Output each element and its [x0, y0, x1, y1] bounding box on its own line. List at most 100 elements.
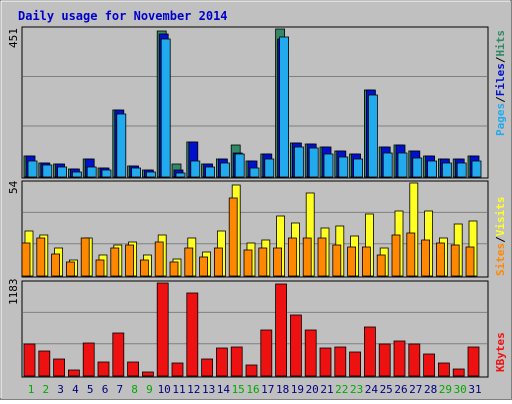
bar-kbytes-day-27 — [408, 343, 421, 377]
day-label-30: 30 — [454, 383, 467, 396]
day-label-26: 26 — [394, 383, 407, 396]
legend-pages: Pages — [494, 103, 507, 136]
bar-sites-day-9 — [139, 259, 149, 277]
day-label-1: 1 — [28, 383, 35, 396]
bar-sites-day-27 — [406, 232, 416, 277]
bar-pages-day-2 — [42, 164, 53, 178]
bar-pages-day-24 — [367, 94, 378, 178]
day-label-24: 24 — [365, 383, 379, 396]
day-label-17: 17 — [261, 383, 274, 396]
day-label-22: 22 — [335, 383, 348, 396]
day-label-4: 4 — [72, 383, 79, 396]
bar-pages-day-15 — [234, 153, 245, 178]
bar-pages-day-7 — [116, 113, 127, 178]
bar-sites-day-23 — [347, 246, 357, 277]
bar-sites-day-11 — [169, 261, 179, 277]
bar-kbytes-day-17 — [260, 329, 273, 377]
bar-sites-day-4 — [66, 261, 75, 277]
bar-sites-day-18 — [273, 247, 283, 277]
bar-pages-day-30 — [456, 162, 467, 178]
legend-sites: Sites — [494, 243, 507, 276]
legend-kbytes: KBytes — [494, 332, 507, 372]
bar-sites-day-6 — [95, 259, 105, 277]
bar-sites-day-31 — [465, 246, 475, 277]
day-label-27: 27 — [409, 383, 422, 396]
bar-pages-day-13 — [205, 166, 216, 178]
bar-pages-day-3 — [57, 166, 67, 178]
bar-sites-day-5 — [80, 237, 90, 277]
bar-kbytes-day-19 — [289, 314, 302, 377]
bar-kbytes-day-25 — [378, 343, 391, 377]
bar-kbytes-day-6 — [97, 361, 110, 377]
day-label-16: 16 — [246, 383, 259, 396]
bar-kbytes-day-23 — [349, 351, 362, 377]
legend-sep-3: / — [494, 236, 507, 243]
bar-kbytes-day-13 — [201, 358, 214, 377]
bar-pages-day-4 — [72, 171, 82, 178]
bar-kbytes-day-14 — [215, 347, 228, 377]
day-label-14: 14 — [217, 383, 231, 396]
bar-sites-day-26 — [391, 234, 401, 277]
bar-kbytes-day-26 — [393, 340, 406, 377]
ymax-label-middle: 54 — [7, 180, 20, 194]
day-label-18: 18 — [276, 383, 289, 396]
bar-sites-day-13 — [199, 256, 209, 277]
bar-kbytes-day-2 — [38, 350, 51, 377]
bar-sites-day-15 — [228, 197, 238, 277]
bar-sites-day-3 — [51, 253, 60, 277]
bar-sites-day-8 — [125, 244, 134, 277]
bar-pages-day-18 — [279, 36, 290, 178]
bar-pages-day-31 — [471, 160, 482, 178]
day-label-28: 28 — [424, 383, 437, 396]
day-label-5: 5 — [87, 383, 94, 396]
bar-sites-day-14 — [213, 247, 223, 277]
bar-pages-day-27 — [412, 157, 423, 178]
legend-bottom: KBytes — [494, 332, 507, 372]
bar-sites-day-30 — [450, 244, 460, 277]
bar-sites-day-19 — [287, 237, 297, 277]
bar-kbytes-day-21 — [319, 347, 332, 377]
bar-pages-day-26 — [397, 152, 408, 178]
day-label-11: 11 — [172, 383, 185, 396]
legend-middle: Sites/Visits — [494, 197, 507, 277]
day-label-25: 25 — [380, 383, 393, 396]
bar-sites-day-20 — [302, 237, 312, 277]
legend-hits: Hits — [494, 30, 507, 57]
legend-visits: Visits — [494, 197, 507, 237]
bar-pages-day-19 — [293, 146, 304, 178]
day-labels: 1 2 3 4 5 6 7 8 9 10 11 12 13 14 15 16 17 18 19 20 21 22 23 24 2… — [28, 383, 482, 396]
bar-sites-day-28 — [421, 239, 431, 277]
bar-pages-day-28 — [427, 160, 438, 178]
legend-files: Files — [494, 63, 507, 96]
bar-pages-day-20 — [308, 147, 319, 178]
bar-kbytes-day-3 — [53, 358, 65, 377]
bar-kbytes-day-20 — [304, 329, 317, 377]
bar-groups — [21, 28, 482, 377]
bar-kbytes-day-9 — [141, 371, 154, 377]
bar-pages-day-16 — [249, 167, 260, 178]
bar-kbytes-day-16 — [245, 364, 258, 377]
bar-kbytes-day-18 — [275, 283, 288, 377]
bar-sites-day-10 — [154, 241, 164, 277]
chart-title: Daily usage for November 2014 — [18, 9, 228, 23]
day-label-21: 21 — [320, 383, 333, 396]
bar-sites-day-7 — [110, 247, 120, 277]
bar-pages-day-12 — [190, 160, 201, 178]
bar-kbytes-day-1 — [23, 343, 36, 377]
bar-kbytes-day-15 — [230, 346, 243, 377]
bar-pages-day-5 — [86, 166, 97, 178]
bar-kbytes-day-12 — [186, 292, 199, 377]
bar-sites-day-16 — [243, 249, 253, 277]
day-label-8: 8 — [131, 383, 138, 396]
day-label-2: 2 — [42, 383, 49, 396]
day-label-15: 15 — [232, 383, 245, 396]
bar-pages-day-29 — [441, 162, 452, 178]
bar-kbytes-day-7 — [112, 332, 125, 377]
day-label-12: 12 — [187, 383, 200, 396]
bar-kbytes-day-28 — [423, 353, 436, 377]
day-label-9: 9 — [146, 383, 153, 396]
bar-sites-day-1 — [21, 242, 31, 277]
day-label-23: 23 — [350, 383, 363, 396]
